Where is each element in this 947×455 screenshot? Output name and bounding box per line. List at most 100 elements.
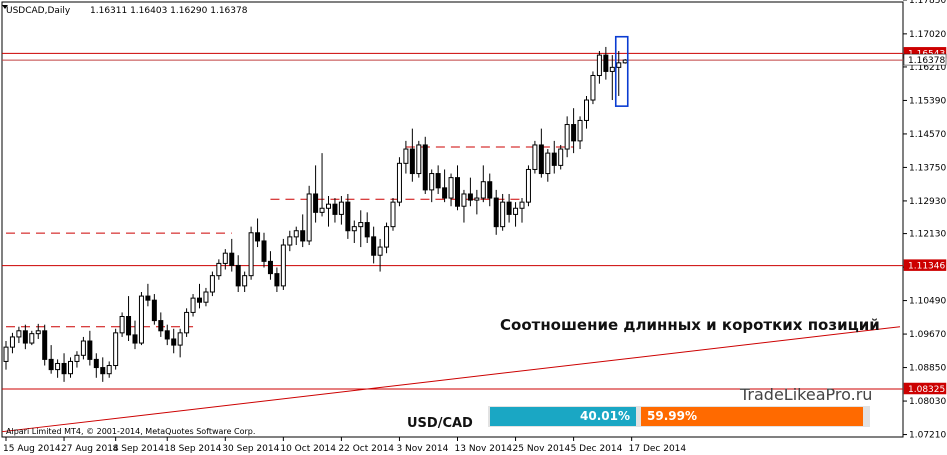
candle	[371, 236, 377, 256]
candle	[319, 207, 325, 213]
candle	[435, 173, 441, 189]
candle	[203, 291, 209, 303]
candle	[274, 273, 280, 287]
candle	[384, 226, 390, 248]
candle	[364, 222, 370, 238]
candle	[113, 332, 119, 367]
candle	[55, 362, 61, 371]
highlight-marker-box	[614, 35, 629, 107]
y-tick-label: 1.07210	[909, 431, 946, 441]
candle	[584, 99, 589, 121]
x-tick-label: 27 Aug 2014	[61, 444, 119, 454]
candle	[216, 262, 222, 277]
x-tick-label: 25 Nov 2014	[513, 444, 571, 454]
candle	[61, 362, 67, 375]
candle	[396, 162, 402, 203]
candle	[151, 299, 157, 322]
candle	[229, 252, 235, 266]
candle	[538, 144, 544, 175]
candle	[93, 358, 99, 369]
candle	[287, 236, 293, 246]
y-tick-label: 1.14570	[909, 130, 946, 140]
candle	[403, 148, 409, 164]
y-tick-label: 1.17850	[909, 0, 946, 6]
candle	[261, 240, 267, 262]
candle	[306, 193, 312, 242]
candle	[577, 119, 583, 142]
candle	[177, 332, 183, 346]
candle	[448, 177, 454, 199]
menu-triangle-icon[interactable]	[2, 5, 8, 9]
candle	[171, 338, 177, 346]
y-tick-label: 1.16210	[909, 63, 946, 73]
candle	[42, 330, 48, 360]
candle	[132, 334, 138, 344]
candle	[35, 330, 41, 335]
chart-header-symbol: USDCAD,Daily	[6, 6, 71, 16]
y-tick-label: 1.13750	[909, 163, 946, 173]
candles-group	[3, 46, 628, 382]
short-ratio-bar: 59.99%	[641, 407, 863, 426]
x-tick-label: 30 Sep 2014	[222, 444, 279, 454]
candle	[338, 201, 344, 215]
candle	[461, 193, 467, 207]
candle	[280, 244, 286, 287]
candle	[16, 330, 22, 338]
candle	[345, 201, 351, 232]
level-tag	[903, 382, 947, 395]
candle	[126, 316, 132, 336]
candle	[164, 330, 170, 340]
y-tick-label: 1.12930	[909, 197, 946, 207]
candle	[532, 144, 538, 170]
candle	[145, 295, 151, 301]
candle	[603, 54, 609, 72]
candle	[3, 346, 9, 362]
candle	[609, 66, 615, 72]
candle	[474, 197, 480, 201]
candle	[487, 181, 493, 199]
candle	[442, 187, 448, 199]
candle	[467, 193, 473, 201]
candle	[9, 336, 15, 348]
ratio-title: Соотношение длинных и коротких позиций	[500, 316, 880, 334]
candle	[197, 297, 202, 303]
candle	[390, 201, 396, 228]
candle	[480, 181, 486, 199]
candle	[519, 201, 525, 209]
y-tick-label: 1.08030	[909, 397, 946, 407]
y-tick-label: 1.15390	[909, 96, 946, 106]
candle	[326, 203, 331, 209]
candle	[493, 197, 499, 228]
candle	[235, 264, 241, 287]
candle	[300, 230, 306, 242]
candle	[293, 230, 299, 238]
candle	[429, 173, 435, 191]
x-tick-label: 22 Oct 2014	[338, 444, 394, 454]
y-tick-label: 1.17020	[909, 30, 946, 40]
candle	[242, 275, 248, 287]
trend-line	[1, 326, 901, 433]
x-tick-label: 5 Dec 2014	[571, 444, 623, 454]
x-tick-label: 15 Aug 2014	[3, 444, 61, 454]
candle	[138, 295, 144, 344]
pair-label: USD/CAD	[407, 416, 473, 431]
candle	[564, 124, 570, 150]
candle	[351, 226, 357, 232]
candle	[455, 177, 460, 207]
candle	[596, 54, 602, 77]
chart-header-ohlc: 1.16311 1.16403 1.16290 1.16378	[90, 6, 248, 16]
candle	[184, 311, 190, 334]
candle	[80, 340, 86, 356]
long-ratio-bar: 40.01%	[490, 407, 636, 426]
candle	[409, 148, 415, 175]
y-tick-label: 1.09670	[909, 330, 946, 340]
candle	[377, 246, 383, 256]
level-tag-label: 1.08325	[908, 385, 945, 395]
candle	[558, 148, 564, 166]
candle	[506, 201, 512, 215]
candle	[87, 340, 93, 360]
candle	[222, 252, 228, 264]
candle	[119, 316, 125, 334]
candle	[255, 232, 261, 242]
